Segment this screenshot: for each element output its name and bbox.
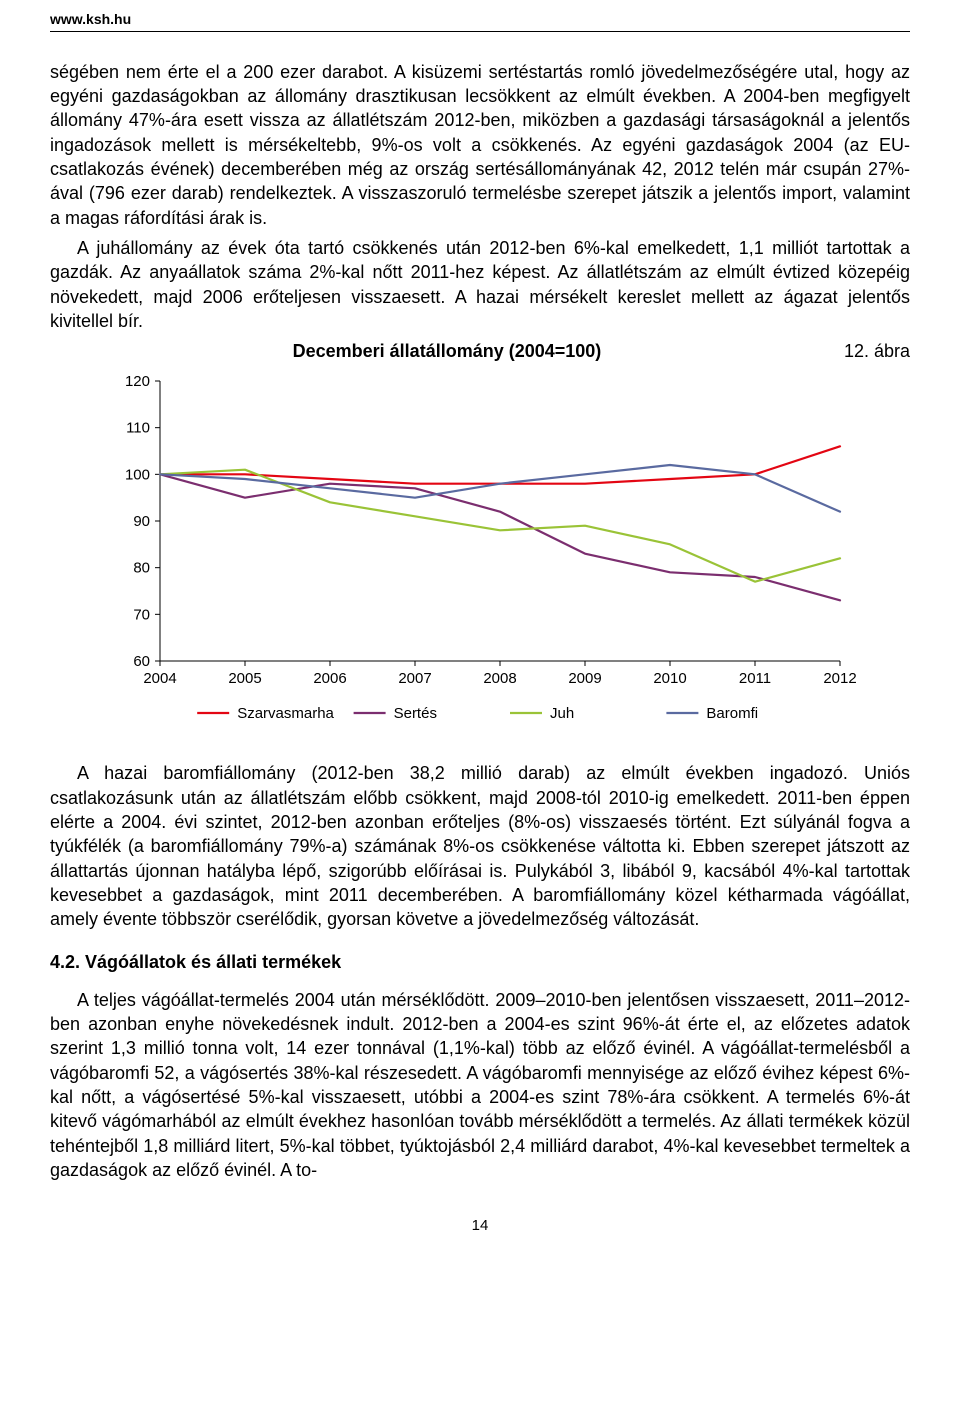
svg-text:2012: 2012 xyxy=(823,670,856,687)
paragraph-2: A hazai baromfiállomány (2012-ben 38,2 m… xyxy=(50,761,910,931)
svg-text:100: 100 xyxy=(125,467,150,484)
site-url: www.ksh.hu xyxy=(50,10,910,29)
svg-text:Sertés: Sertés xyxy=(394,705,437,722)
paragraph-1b: A juhállomány az évek óta tartó csökkené… xyxy=(50,236,910,333)
page-number: 14 xyxy=(50,1216,910,1236)
svg-text:2011: 2011 xyxy=(739,670,771,687)
chart-title: Decemberi állatállomány (2004=100) xyxy=(50,339,844,363)
paragraph-1a: ségében nem érte el a 200 ezer darabot. … xyxy=(50,60,910,230)
paragraph-2-text: A hazai baromfiállomány (2012-ben 38,2 m… xyxy=(50,763,910,929)
svg-text:90: 90 xyxy=(133,513,150,530)
figure-label: 12. ábra xyxy=(844,339,910,363)
svg-text:2008: 2008 xyxy=(483,670,516,687)
paragraph-3: A teljes vágóállat-termelés 2004 után mé… xyxy=(50,988,910,1182)
svg-text:Szarvasmarha: Szarvasmarha xyxy=(237,705,334,722)
svg-text:110: 110 xyxy=(126,420,150,437)
svg-text:70: 70 xyxy=(133,607,150,624)
header-rule xyxy=(50,31,910,32)
paragraph-3-text: A teljes vágóállat-termelés 2004 után mé… xyxy=(50,990,910,1180)
svg-text:120: 120 xyxy=(125,373,150,390)
svg-text:%: % xyxy=(133,371,146,375)
svg-text:2007: 2007 xyxy=(398,670,431,687)
svg-text:2005: 2005 xyxy=(228,670,261,687)
svg-text:Juh: Juh xyxy=(550,705,574,722)
paragraph-1b-text: A juhállomány az évek óta tartó csökkené… xyxy=(50,238,910,331)
section-heading: 4.2. Vágóállatok és állati termékek xyxy=(50,950,910,974)
svg-text:2010: 2010 xyxy=(653,670,686,687)
livestock-line-chart: 60 70 80 90 100 110 120% 2004 2005 2006 2007 2008 20… xyxy=(50,371,910,741)
svg-text:2009: 2009 xyxy=(568,670,601,687)
svg-text:60: 60 xyxy=(133,653,150,670)
svg-text:2006: 2006 xyxy=(313,670,346,687)
svg-text:Baromfi: Baromfi xyxy=(706,705,758,722)
svg-text:80: 80 xyxy=(133,560,150,577)
svg-text:2004: 2004 xyxy=(143,670,176,687)
